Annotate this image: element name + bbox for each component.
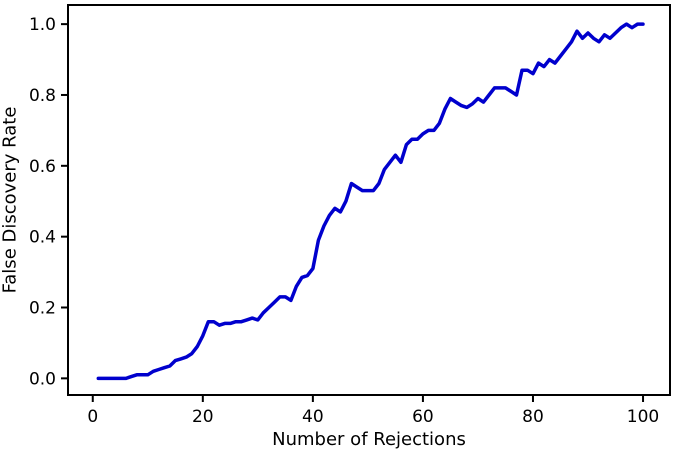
y-tick-label: 0.6 (29, 157, 56, 177)
x-tick-label: 80 (522, 407, 544, 427)
axes-spines (67, 4, 671, 396)
x-tick-label: 0 (87, 407, 98, 427)
x-tick-label: 20 (192, 407, 214, 427)
y-tick-label: 0.4 (29, 228, 56, 248)
x-tick-label: 60 (412, 407, 434, 427)
y-tick-label: 0.2 (29, 299, 56, 319)
y-tick-label: 0.8 (29, 86, 56, 106)
y-axis-label: False Discovery Rate (0, 106, 21, 294)
x-axis-label: Number of Rejections (272, 429, 466, 450)
y-tick-label: 0.0 (29, 369, 56, 389)
x-tick-label: 40 (302, 407, 324, 427)
x-tick-label: 100 (627, 407, 659, 427)
y-tick-label: 1.0 (29, 15, 56, 35)
fdr-line (96, 22, 645, 381)
